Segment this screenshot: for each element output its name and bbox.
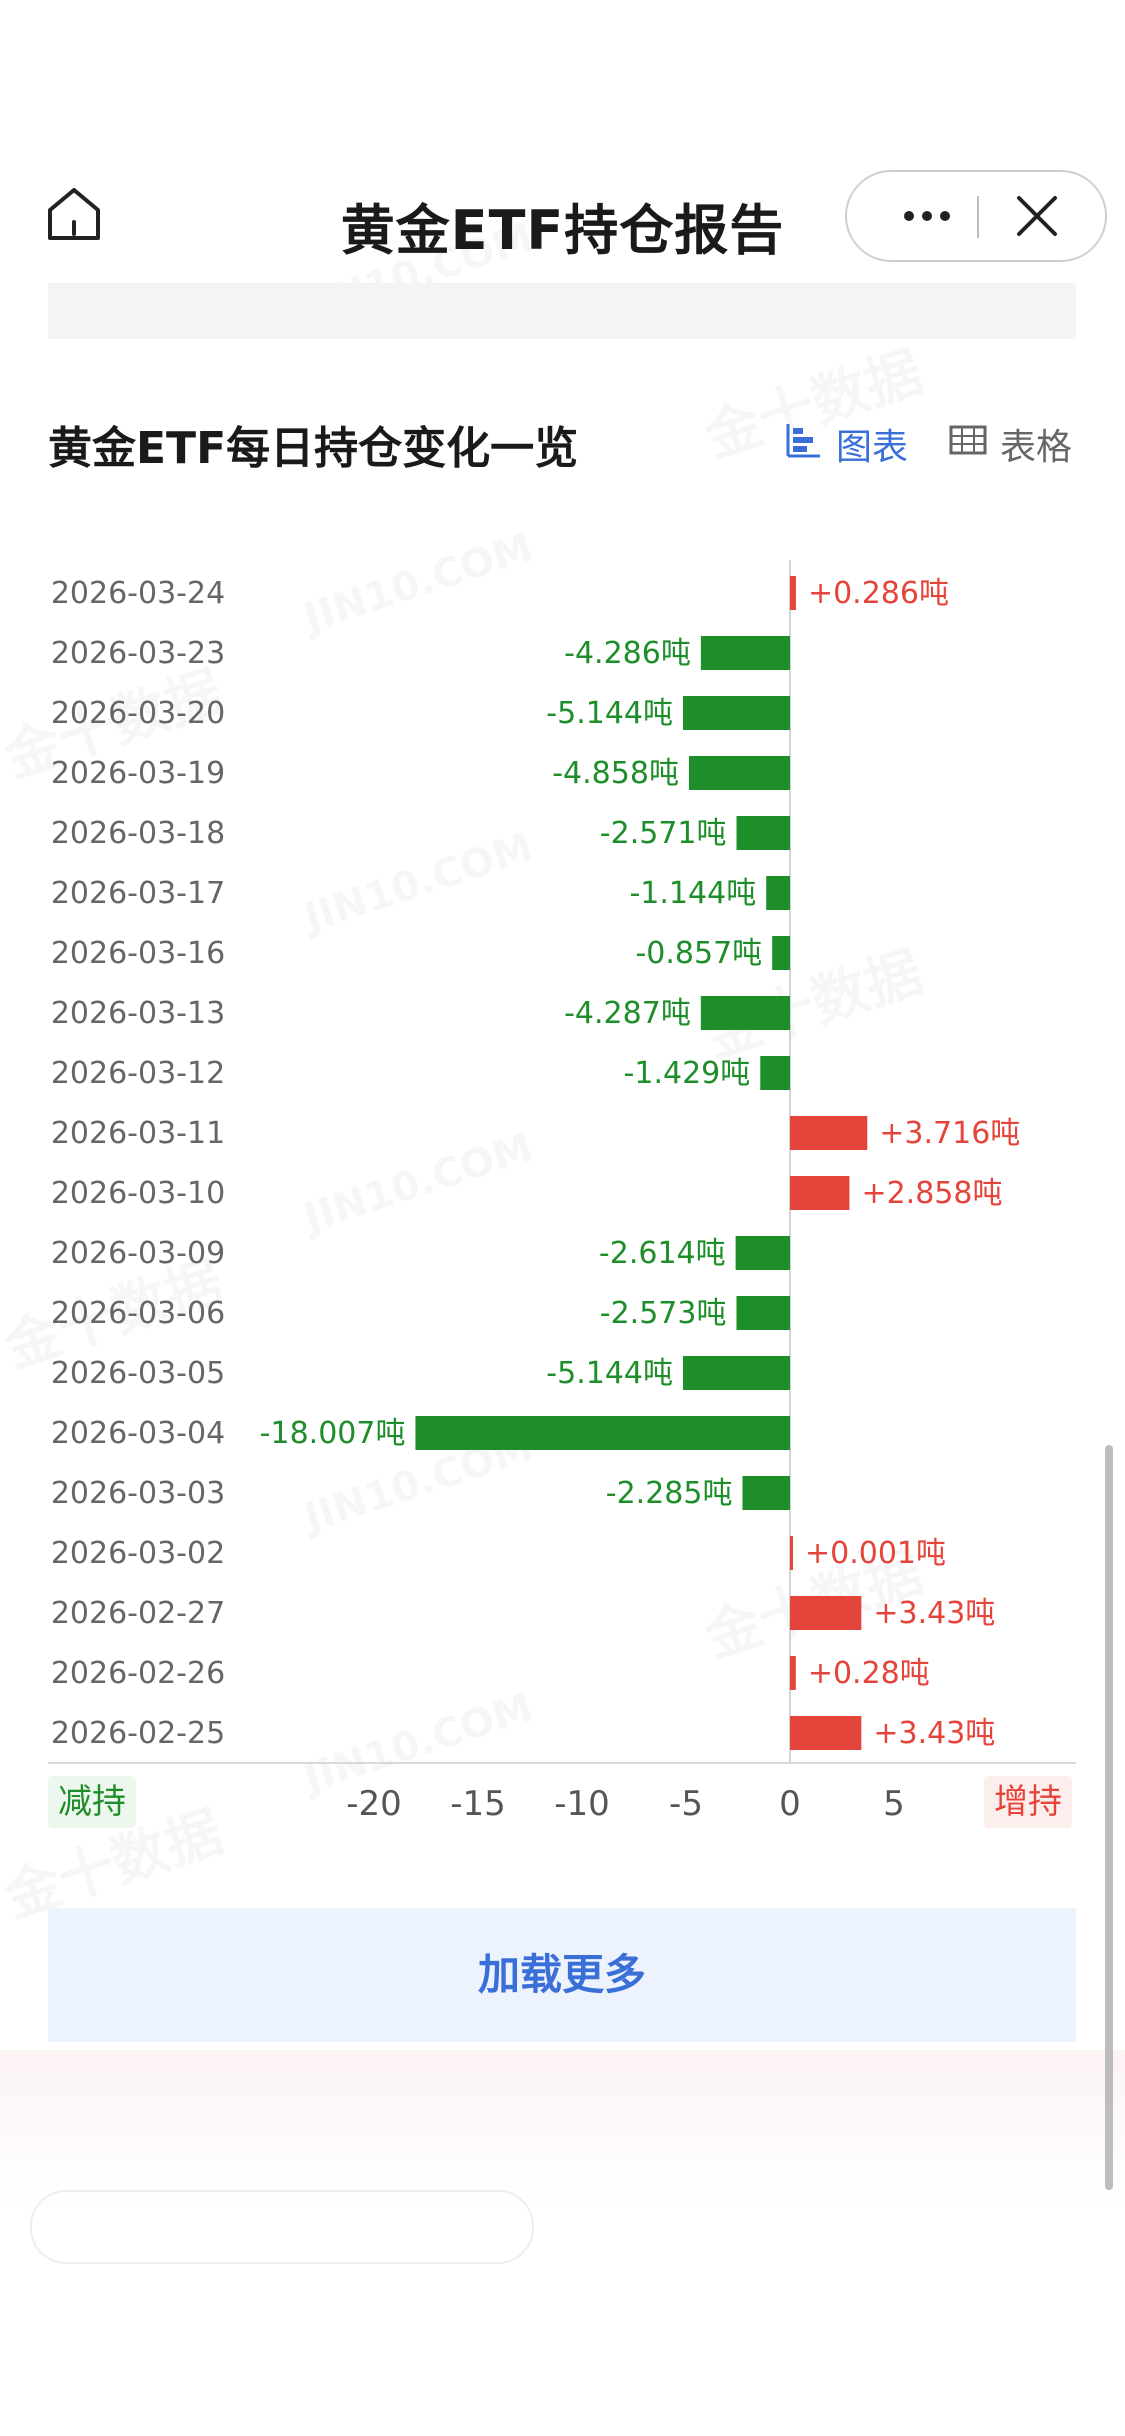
x-tick-label: -10 [554, 1784, 610, 1824]
bar-value-label: +3.716吨 [879, 1116, 1020, 1151]
bar-increase [790, 576, 796, 610]
category-label: 2026-03-05 [51, 1356, 225, 1391]
bar-decrease [736, 1296, 790, 1330]
x-tick-label: 0 [779, 1784, 801, 1824]
category-label: 2026-03-23 [51, 636, 225, 671]
table-icon [948, 420, 988, 469]
x-tick-label: -20 [346, 1784, 402, 1824]
category-label: 2026-03-12 [51, 1056, 225, 1091]
category-label: 2026-03-02 [51, 1536, 225, 1571]
bottom-fade [0, 2050, 1125, 2210]
watermark: JIN10.COM [299, 1124, 539, 1241]
bar-increase [790, 1656, 796, 1690]
load-more-button[interactable]: 加载更多 [48, 1908, 1076, 2042]
bar-decrease [700, 996, 790, 1030]
bar-value-label: -5.144吨 [546, 696, 673, 731]
tab-table-label: 表格 [1000, 427, 1073, 468]
bar-value-label: -2.614吨 [599, 1236, 726, 1271]
info-banner [48, 283, 1076, 339]
bar-increase [790, 1176, 850, 1210]
more-icon[interactable] [887, 172, 967, 260]
bar-decrease [772, 936, 790, 970]
category-label: 2026-03-17 [51, 876, 225, 911]
bar-value-label: +0.28吨 [808, 1656, 930, 1691]
close-icon[interactable] [997, 172, 1077, 260]
category-label: 2026-03-06 [51, 1296, 225, 1331]
bar-value-label: -4.286吨 [564, 636, 691, 671]
legend-decrease: 减持 [48, 1776, 136, 1828]
bar-value-label: +3.43吨 [873, 1716, 995, 1751]
bar-decrease [766, 876, 790, 910]
bar-decrease [688, 756, 790, 790]
bar-increase [790, 1536, 793, 1570]
bar-value-label: -2.573吨 [600, 1296, 727, 1331]
watermark: 金十数据 [0, 647, 231, 793]
bar-chart-icon [784, 420, 824, 469]
bar-value-label: -4.858吨 [552, 756, 679, 791]
watermark: JIN10.COM [299, 1424, 539, 1541]
scrollbar[interactable] [1105, 1445, 1113, 2190]
category-label: 2026-03-10 [51, 1176, 225, 1211]
category-label: 2026-03-03 [51, 1476, 225, 1511]
legend-increase: 增持 [984, 1776, 1072, 1828]
watermark: JIN10.COM [299, 1684, 539, 1801]
bar-increase [790, 1596, 862, 1630]
bar-value-label: -1.429吨 [624, 1056, 751, 1091]
bar-value-label: -2.571吨 [600, 816, 727, 851]
category-label: 2026-03-20 [51, 696, 225, 731]
watermark: JIN10.COM [299, 824, 539, 941]
bar-decrease [742, 1476, 790, 1510]
bar-decrease [736, 816, 790, 850]
capsule-divider [977, 196, 979, 238]
bar-value-label: -18.007吨 [260, 1416, 406, 1451]
bar-decrease [735, 1236, 790, 1270]
bar-decrease [683, 696, 790, 730]
bar-decrease [683, 1356, 790, 1390]
miniprogram-capsule [845, 170, 1107, 262]
watermark: 金十数据 [693, 1527, 931, 1673]
category-label: 2026-03-19 [51, 756, 225, 791]
bar-value-label: -1.144吨 [629, 876, 756, 911]
tab-chart-label: 图表 [836, 427, 909, 468]
bar-decrease [700, 636, 790, 670]
bar-decrease [415, 1416, 790, 1450]
bar-value-label: +2.858吨 [861, 1176, 1002, 1211]
watermark: 金十数据 [0, 1237, 231, 1383]
category-label: 2026-02-27 [51, 1596, 225, 1631]
section-title: 黄金ETF每日持仓变化一览 [48, 423, 579, 474]
bar-value-label: -5.144吨 [546, 1356, 673, 1391]
page-title: 黄金ETF持仓报告 [340, 199, 785, 262]
tab-chart[interactable]: 图表 [784, 418, 908, 470]
category-label: 2026-03-04 [51, 1416, 225, 1451]
category-label: 2026-03-24 [51, 576, 225, 611]
x-tick-label: 5 [883, 1784, 905, 1824]
bar-decrease [760, 1056, 790, 1090]
bar-value-label: +0.001吨 [805, 1536, 946, 1571]
category-label: 2026-02-25 [51, 1716, 225, 1751]
category-label: 2026-03-09 [51, 1236, 225, 1271]
bar-increase [790, 1116, 868, 1150]
bar-increase [790, 1716, 862, 1750]
bar-value-label: -0.857吨 [635, 936, 762, 971]
x-tick-label: -15 [450, 1784, 506, 1824]
x-tick-label: -5 [669, 1784, 703, 1824]
category-label: 2026-03-11 [51, 1116, 225, 1151]
category-label: 2026-02-26 [51, 1656, 225, 1691]
bar-value-label: -4.287吨 [564, 996, 691, 1031]
watermark: 金十数据 [693, 927, 931, 1073]
bar-value-label: +0.286吨 [808, 576, 949, 611]
watermark: JIN10.COM [299, 524, 539, 641]
category-label: 2026-03-13 [51, 996, 225, 1031]
comment-input-outline[interactable] [30, 2190, 534, 2264]
bar-value-label: +3.43吨 [873, 1596, 995, 1631]
bar-value-label: -2.285吨 [606, 1476, 733, 1511]
home-icon[interactable] [42, 182, 106, 246]
top-navigation-bar: 黄金ETF持仓报告 [0, 160, 1125, 280]
category-label: 2026-03-16 [51, 936, 225, 971]
tab-table[interactable]: 表格 [948, 418, 1072, 470]
category-label: 2026-03-18 [51, 816, 225, 851]
